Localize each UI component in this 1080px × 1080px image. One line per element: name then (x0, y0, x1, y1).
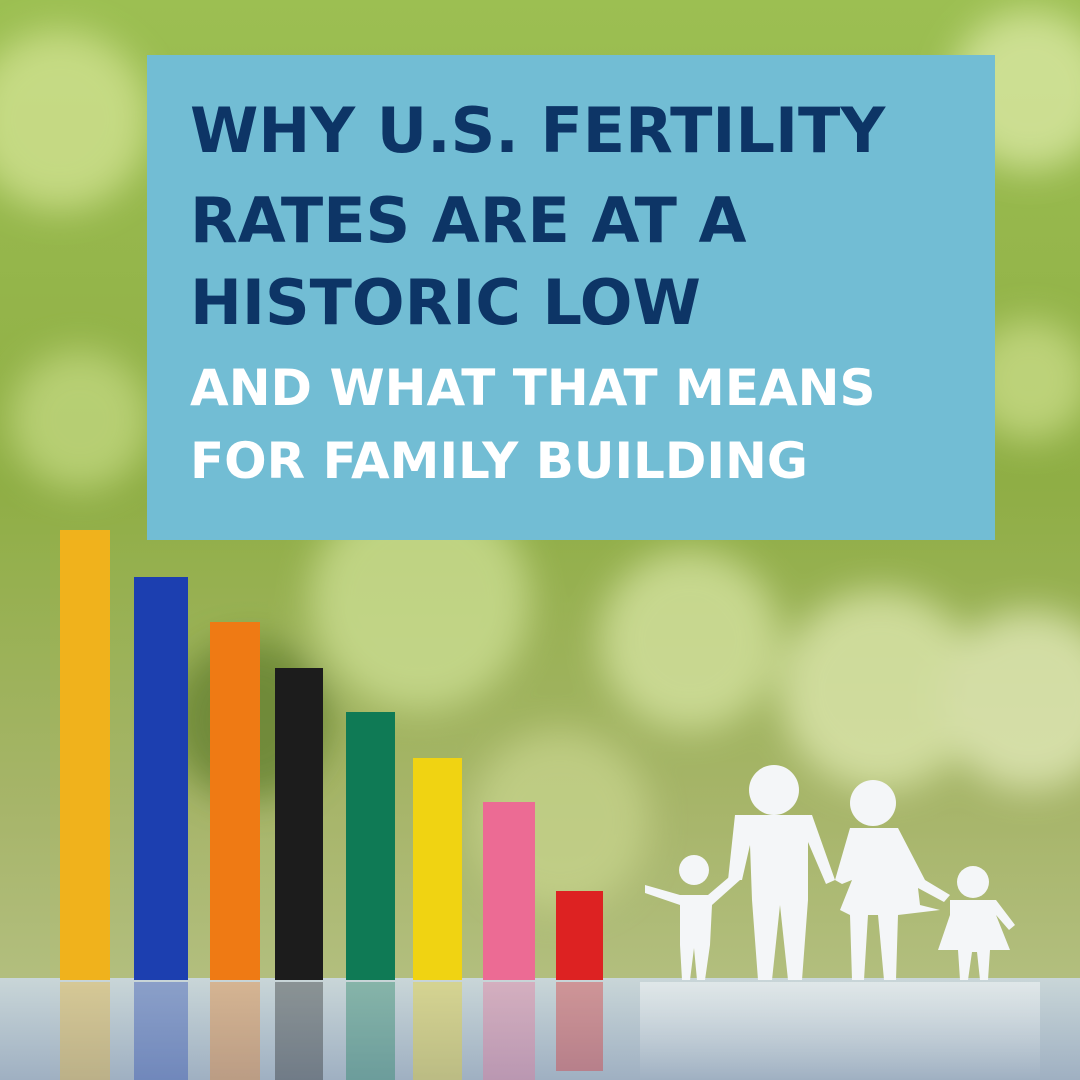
title-line: WHY U.S. FERTILITY (190, 94, 886, 167)
block (413, 758, 462, 980)
block-reflections (60, 982, 603, 1080)
block (134, 577, 188, 980)
family-reflection (640, 982, 1040, 1080)
title-line: RATES ARE AT A (190, 184, 747, 257)
title-line: HISTORIC LOW (190, 266, 701, 339)
blocks (60, 530, 603, 980)
headline-box (147, 55, 995, 540)
block (483, 802, 535, 980)
subtitle-line: AND WHAT THAT MEANS (190, 359, 876, 417)
block (210, 622, 260, 980)
block (346, 712, 395, 980)
block (556, 891, 603, 980)
block (275, 668, 323, 980)
subtitle-line: FOR FAMILY BUILDING (190, 432, 808, 490)
block (60, 530, 110, 980)
paper-family (645, 765, 1015, 980)
